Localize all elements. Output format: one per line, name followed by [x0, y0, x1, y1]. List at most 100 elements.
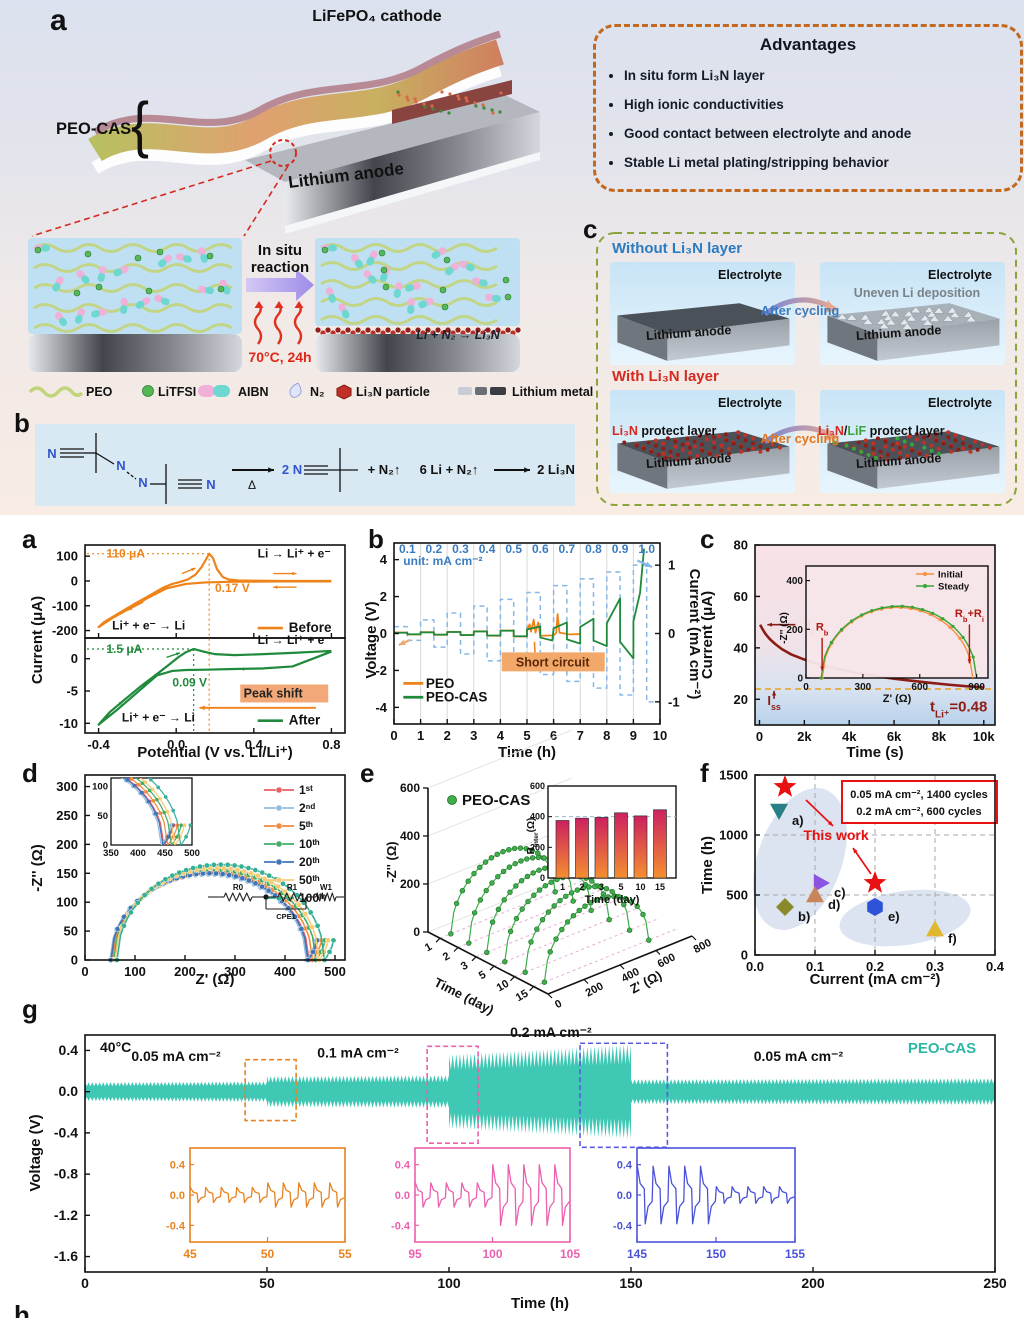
y-tick-label: 60	[734, 589, 748, 604]
cathode-speck	[430, 104, 434, 108]
oxidation-label: Li → Li⁺ + e⁻	[258, 633, 331, 647]
aibn-capsule	[363, 270, 377, 284]
inset-marker	[175, 835, 179, 839]
floor-line	[533, 928, 678, 988]
protect-particle	[668, 454, 673, 459]
arc-marker	[646, 937, 652, 943]
li3n-strip-dot	[325, 327, 331, 333]
legend-label: 5ᵗʰ	[299, 819, 313, 833]
aibn-capsule	[485, 293, 501, 303]
y-tick-label: -2	[375, 663, 387, 678]
eis-marker	[245, 865, 252, 871]
x-tick-label: 0.3	[926, 959, 944, 974]
inset-marker	[125, 778, 130, 782]
rect	[176, 253, 186, 261]
eis-marker	[280, 880, 286, 887]
protect-particle	[866, 452, 871, 457]
x-tick-label: 150	[619, 1275, 643, 1291]
protect-particle	[704, 437, 709, 442]
inset-marker	[931, 611, 935, 615]
litfsi-dot	[34, 246, 42, 254]
li3n-strip-dot	[345, 327, 351, 333]
protect-text: protect layer	[866, 424, 945, 438]
protect-particle	[661, 441, 666, 446]
legend-li3n: Li₃N particle	[356, 385, 430, 399]
inset-y-tick: 0.0	[617, 1190, 632, 1202]
inset-marker	[146, 799, 151, 804]
litfsi-dot	[84, 250, 92, 258]
protect-particle	[661, 451, 666, 456]
marker	[813, 874, 830, 892]
inset-trace	[636, 1165, 795, 1225]
li3n-text: Li₃N	[612, 424, 638, 438]
protect-particle	[946, 435, 951, 440]
x-tick-label: 8	[603, 728, 610, 743]
x-tick-label: 10	[653, 728, 667, 743]
y-tick-label: 80	[734, 538, 748, 553]
protect-particle	[685, 441, 690, 446]
unit-label: unit: mA cm⁻²	[403, 554, 482, 568]
arc-marker	[500, 848, 506, 855]
cathode-speck	[423, 105, 427, 109]
eis-marker	[285, 905, 292, 911]
arc-marker	[545, 909, 552, 915]
arrow-head	[824, 428, 836, 441]
aibn-capsule	[472, 277, 488, 287]
without-li3n-label: Without Li₃N layer	[612, 240, 743, 257]
arc-marker	[541, 979, 548, 985]
t-tick-label: 3	[459, 959, 470, 972]
reaction-label: Li + N₂ → Li₃N	[416, 328, 500, 342]
arc-marker	[518, 878, 525, 884]
eis-marker	[224, 861, 231, 868]
inset-marker	[928, 612, 932, 617]
arc-marker	[501, 897, 507, 903]
protect-particle	[676, 457, 681, 462]
eis-marker	[232, 873, 239, 880]
peak-shift-chip	[240, 684, 329, 703]
arc-marker	[500, 868, 507, 875]
rect	[204, 286, 214, 295]
current-density-label: 0.05 mA cm⁻²	[754, 1048, 844, 1064]
aibn-capsule	[405, 282, 421, 292]
y-tick-label: 500	[726, 888, 748, 903]
limetal-icon	[458, 387, 472, 395]
protect-particle	[685, 436, 690, 441]
protect-particle	[724, 432, 729, 437]
rect	[405, 284, 415, 292]
bar-y-axis-label: Rinter(Ω)	[526, 818, 540, 855]
inset-y-tick: -0.4	[391, 1220, 411, 1232]
peak-voltage-label: 0.09 V	[172, 675, 207, 689]
reduction-label: Li⁺ + e⁻ → Li	[112, 618, 185, 632]
arc-marker	[534, 926, 540, 932]
star-marker	[863, 871, 887, 893]
eis-marker	[226, 872, 233, 878]
inset-x-tick: 50	[261, 1247, 275, 1261]
protect-particle	[936, 451, 941, 456]
protect-particle	[871, 441, 876, 446]
inset-series	[139, 778, 186, 845]
rect	[41, 244, 50, 252]
legend-label: 50ᵗʰ	[299, 873, 320, 887]
heat-squiggle	[293, 303, 303, 345]
rate-label: 0.5	[505, 542, 522, 556]
protect-particle	[968, 449, 973, 454]
eis-marker	[298, 926, 305, 932]
t-axis	[427, 931, 549, 995]
li3n-strip-dot	[415, 327, 421, 333]
cathode-speck	[457, 97, 461, 101]
rect	[200, 253, 208, 263]
chem-panel-bg	[35, 424, 575, 506]
lif-text: LiF	[847, 424, 867, 438]
y2-tick-label: -1	[668, 694, 680, 709]
litfsi-dot	[134, 254, 142, 262]
litfsi-dot	[380, 266, 388, 274]
y-tick-label: -100	[52, 598, 78, 613]
protect-particle	[716, 434, 721, 439]
eis-marker	[213, 870, 219, 877]
legend-litfsi: LiTFSI	[158, 385, 197, 399]
x-tick-label: 200	[174, 964, 196, 979]
advantages-box: Advantages In situ form Li₃N layer High …	[593, 24, 1023, 192]
t-tick-label: 5	[477, 969, 488, 982]
protect-particle	[960, 436, 965, 441]
